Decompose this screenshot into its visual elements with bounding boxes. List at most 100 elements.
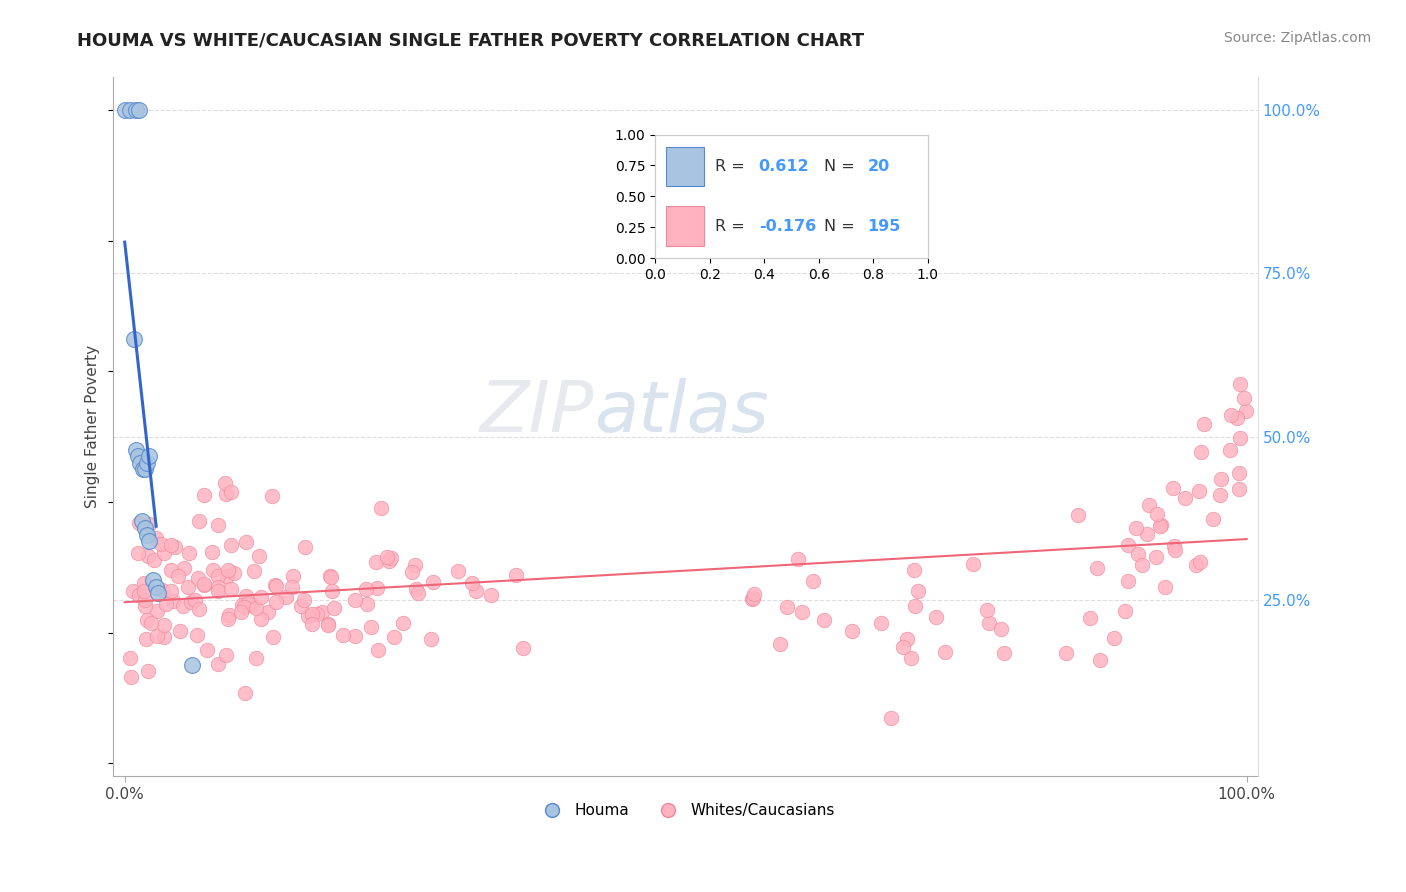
Point	[134, 592, 156, 607]
Point	[904, 599, 927, 613]
Point	[401, 565, 423, 579]
Point	[311, 605, 333, 619]
Point	[1144, 550, 1167, 565]
Y-axis label: Single Father Poverty: Single Father Poverty	[86, 345, 100, 508]
Point	[129, 456, 152, 470]
Point	[479, 588, 502, 602]
Point	[1116, 574, 1139, 588]
Point	[135, 632, 157, 646]
Point	[222, 566, 245, 580]
Point	[231, 598, 253, 612]
Point	[907, 583, 929, 598]
Point	[152, 546, 174, 560]
Point	[120, 670, 142, 684]
Point	[121, 584, 143, 599]
Point	[167, 569, 190, 583]
Point	[925, 610, 948, 624]
Point	[215, 648, 238, 663]
Point	[354, 582, 377, 597]
Point	[1229, 431, 1251, 445]
Point	[142, 574, 165, 588]
Text: HOUMA VS WHITE/CAUCASIAN SINGLE FATHER POVERTY CORRELATION CHART: HOUMA VS WHITE/CAUCASIAN SINGLE FATHER P…	[77, 31, 865, 49]
Point	[245, 651, 267, 665]
Point	[319, 569, 342, 583]
Point	[274, 590, 297, 604]
Point	[207, 569, 229, 583]
Point	[1136, 526, 1159, 541]
Point	[360, 620, 382, 634]
Point	[305, 607, 328, 621]
Point	[160, 538, 183, 552]
Point	[321, 584, 343, 599]
Point	[221, 538, 243, 552]
Point	[406, 586, 429, 600]
Point	[169, 624, 191, 638]
Point	[1227, 482, 1250, 496]
Point	[202, 563, 225, 577]
Point	[219, 582, 242, 597]
Point	[217, 612, 239, 626]
Point	[134, 599, 156, 614]
Point	[422, 575, 444, 590]
Point	[232, 599, 254, 613]
Point	[319, 570, 342, 584]
Point	[461, 576, 484, 591]
Point	[841, 624, 863, 639]
Point	[139, 615, 162, 630]
Point	[193, 576, 215, 591]
Text: 20: 20	[868, 159, 890, 174]
Point	[367, 642, 389, 657]
Point	[183, 593, 205, 607]
Point	[177, 580, 200, 594]
Point	[162, 593, 184, 607]
Point	[1114, 604, 1136, 618]
Point	[1104, 631, 1126, 645]
Point	[145, 580, 167, 594]
Point	[297, 609, 319, 624]
Point	[1080, 611, 1102, 625]
Point	[1054, 646, 1077, 660]
Point	[1202, 511, 1225, 525]
Point	[218, 607, 240, 622]
Point	[870, 615, 893, 630]
Point	[134, 462, 156, 476]
FancyBboxPatch shape	[666, 147, 704, 186]
Text: R =: R =	[716, 219, 749, 234]
Text: 195: 195	[868, 219, 901, 234]
Point	[136, 456, 159, 470]
Point	[266, 595, 288, 609]
Point	[249, 591, 271, 605]
Point	[150, 582, 173, 597]
Text: N =: N =	[824, 219, 860, 234]
Point	[977, 616, 1000, 631]
Text: -0.176: -0.176	[759, 219, 815, 234]
Point	[245, 601, 267, 615]
Point	[1163, 539, 1185, 553]
Point	[1219, 408, 1241, 422]
Point	[343, 629, 366, 643]
Point	[136, 665, 159, 679]
Point	[193, 577, 215, 591]
Point	[465, 583, 488, 598]
Point	[125, 103, 148, 117]
Point	[1161, 481, 1184, 495]
Point	[132, 575, 155, 590]
Legend: Houma, Whites/Caucasians: Houma, Whites/Caucasians	[530, 797, 841, 824]
Point	[200, 545, 222, 559]
Point	[153, 631, 176, 645]
Point	[322, 601, 344, 615]
Point	[128, 103, 150, 117]
Point	[186, 571, 208, 585]
Point	[405, 582, 427, 597]
Point	[1116, 539, 1139, 553]
Point	[1189, 556, 1212, 570]
Point	[1174, 491, 1197, 505]
Point	[343, 593, 366, 607]
Point	[260, 489, 283, 503]
Point	[235, 686, 257, 700]
Point	[125, 442, 148, 457]
Point	[180, 594, 202, 608]
Point	[247, 549, 270, 563]
Point	[132, 584, 155, 599]
Point	[138, 549, 160, 563]
